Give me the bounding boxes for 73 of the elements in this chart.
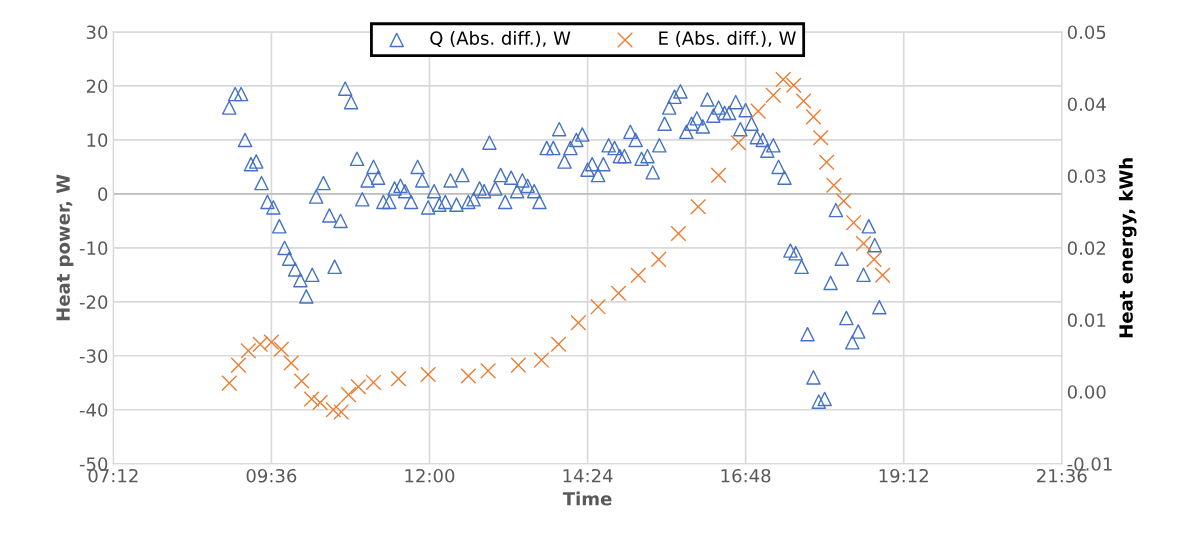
point (730, 134, 747, 151)
point (230, 357, 247, 374)
x-tick-label: 21:36 (1037, 468, 1087, 483)
point (283, 354, 300, 371)
point (785, 77, 802, 94)
point (874, 267, 891, 284)
point (333, 403, 350, 420)
y-tick-label: 10 (87, 133, 108, 148)
point (533, 352, 550, 369)
x-tick-label: 07:12 (88, 468, 138, 483)
point (340, 386, 357, 403)
y2-tick-label: 0.01 (1067, 313, 1106, 327)
x-tick-label: 16:48 (721, 468, 771, 483)
x-tick-label: 12:00 (405, 468, 455, 483)
point (710, 167, 727, 184)
point (750, 103, 767, 120)
point (420, 366, 437, 383)
point (293, 372, 310, 389)
point (610, 285, 627, 302)
point (805, 108, 822, 125)
y-tick-label: -40 (79, 403, 108, 417)
point (825, 177, 842, 194)
point (866, 251, 883, 268)
y2-tick-label: -0.01 (1067, 457, 1112, 471)
point (818, 154, 835, 171)
y-axis-title: Heat power, W (56, 174, 74, 321)
point (812, 129, 829, 146)
point (795, 93, 812, 110)
y-tick-label: 30 (86, 25, 108, 40)
point (550, 336, 567, 353)
y2-tick-label: 0.00 (1067, 385, 1106, 399)
point (650, 251, 667, 268)
y2-tick-label: 0.02 (1067, 241, 1106, 255)
point (630, 267, 647, 284)
y-tick-label: -10 (79, 241, 108, 255)
point (835, 193, 852, 210)
point (775, 71, 792, 88)
point (670, 225, 687, 242)
x-tick-label: 14:24 (563, 468, 613, 483)
legend-label: E (Abs. diff.), W (659, 30, 796, 48)
point (273, 341, 290, 358)
y-tick-label: 20 (86, 79, 108, 94)
point (765, 87, 782, 104)
point (350, 378, 367, 395)
y-tick-label: -50 (79, 457, 108, 471)
point (365, 374, 382, 391)
point (325, 401, 342, 418)
y2-tick-label: 0.05 (1067, 25, 1106, 40)
point (303, 390, 320, 407)
point (845, 214, 862, 231)
legend-label: Q (Abs. diff.), W (430, 30, 571, 48)
y2-tick-label: 0.04 (1067, 97, 1106, 112)
y-tick-label: 0 (98, 187, 108, 201)
point (263, 334, 280, 351)
y2-tick-label: 0.03 (1067, 169, 1106, 184)
point (390, 370, 407, 387)
point (570, 314, 587, 331)
point (240, 342, 257, 359)
x-tick-label: 09:36 (246, 468, 297, 483)
point (590, 298, 607, 315)
x-tick-label: 19:12 (879, 468, 928, 483)
point (480, 362, 497, 379)
y-tick-label: -30 (79, 349, 108, 363)
point (510, 357, 527, 374)
point (312, 394, 329, 411)
point (221, 375, 238, 392)
point (855, 235, 872, 252)
point (460, 367, 477, 384)
y2-axis-title: Heat energy, kWh (1118, 158, 1137, 338)
point (252, 336, 269, 353)
x-axis-title: Time (562, 491, 612, 506)
y-tick-label: -20 (79, 295, 108, 309)
point (690, 198, 707, 215)
